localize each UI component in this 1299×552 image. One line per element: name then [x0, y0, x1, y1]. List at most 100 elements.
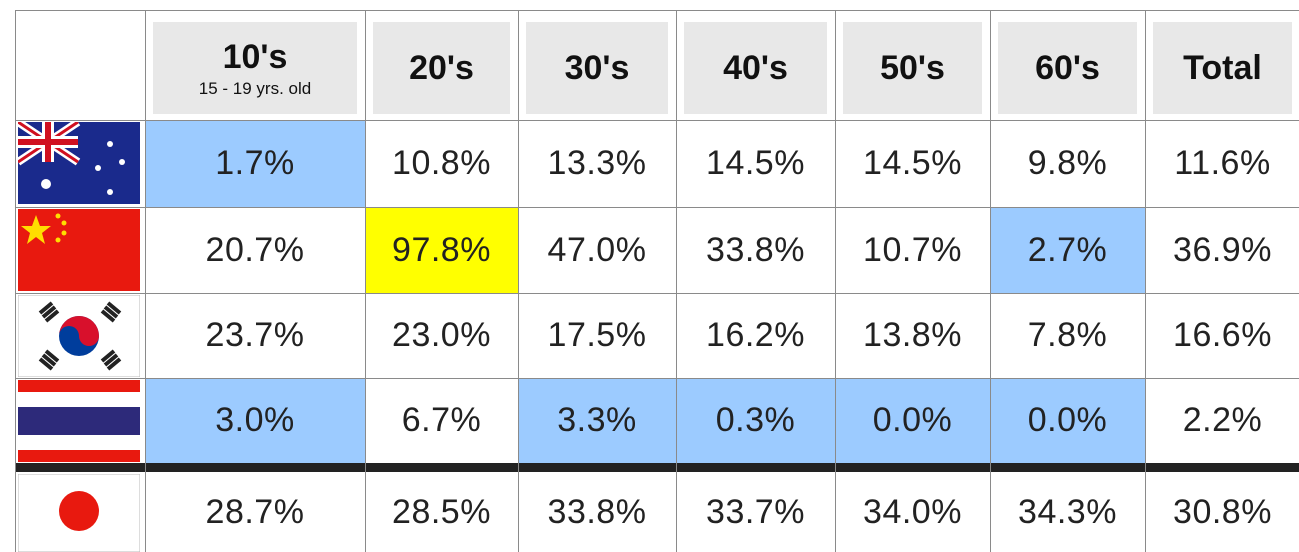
cell-value: 0.3%: [715, 401, 796, 439]
header-cell: 50's: [843, 22, 982, 114]
flag-japan: [18, 474, 140, 552]
data-cell: 14.5%: [676, 120, 835, 207]
flag-australia: [18, 122, 140, 204]
grid-line: [15, 378, 1299, 379]
data-cell: 0.0%: [835, 378, 990, 463]
data-cell: 33.7%: [676, 472, 835, 552]
data-cell: 13.8%: [835, 293, 990, 378]
cell-value: 9.8%: [1027, 144, 1108, 182]
cell-value: 23.0%: [392, 316, 491, 354]
grid-line: [518, 10, 519, 552]
cell-value: 33.7%: [706, 492, 805, 531]
data-cell: 17.5%: [518, 293, 676, 378]
data-cell: 16.2%: [676, 293, 835, 378]
header-label: 40's: [723, 48, 788, 87]
cell-value: 14.5%: [706, 144, 805, 182]
cell-value: 13.8%: [863, 316, 962, 354]
data-cell: 47.0%: [518, 207, 676, 293]
cell-value: 14.5%: [863, 144, 962, 182]
cell-value: 20.7%: [205, 230, 305, 269]
cell-value: 33.8%: [706, 230, 805, 269]
flag-thailand: [18, 380, 140, 462]
data-cell: 3.3%: [518, 378, 676, 463]
header-label: 60's: [1035, 48, 1100, 87]
data-cell: 10.7%: [835, 207, 990, 293]
cell-value: 2.7%: [1027, 230, 1108, 269]
cell-value: 1.7%: [215, 144, 295, 182]
cell-value: 3.0%: [215, 401, 295, 439]
grid-line: [365, 10, 366, 552]
flag-china: [18, 209, 140, 291]
data-cell: 0.3%: [676, 378, 835, 463]
grid-line: [145, 10, 146, 552]
cell-value: 16.6%: [1173, 316, 1272, 354]
cell-value: 3.3%: [557, 401, 637, 439]
header-label: 20's: [409, 48, 474, 87]
data-cell: 2.7%: [990, 207, 1145, 293]
cell-value: 13.3%: [547, 144, 647, 182]
header-cell: 10's 15 - 19 yrs. old: [153, 22, 357, 114]
header-cell: 20's: [373, 22, 510, 114]
cell-value: 17.5%: [547, 316, 647, 354]
data-cell: 33.8%: [518, 472, 676, 552]
data-cell: 1.7%: [145, 120, 365, 207]
grid-line: [15, 207, 1299, 208]
cell-value: 34.3%: [1018, 492, 1117, 531]
cell-value: 30.8%: [1173, 492, 1272, 531]
grid-line: [835, 10, 836, 552]
cell-value: 10.7%: [863, 230, 962, 269]
data-cell: 36.9%: [1145, 207, 1299, 293]
header-cell: 40's: [684, 22, 827, 114]
cell-value: 16.2%: [706, 316, 805, 354]
header-cell: Total: [1153, 22, 1292, 114]
data-cell: 30.8%: [1145, 472, 1299, 552]
data-cell: 3.0%: [145, 378, 365, 463]
header-label: 30's: [564, 48, 630, 87]
data-cell: 16.6%: [1145, 293, 1299, 378]
cell-value: 0.0%: [872, 401, 953, 439]
data-cell: 28.5%: [365, 472, 518, 552]
cell-value: 33.8%: [547, 492, 647, 531]
grid-line: [1145, 10, 1146, 552]
cell-value: 28.5%: [392, 492, 491, 531]
grid-line: [15, 120, 1299, 121]
cell-value: 34.0%: [863, 492, 962, 531]
grid-line: [676, 10, 677, 552]
cell-value: 10.8%: [392, 144, 491, 182]
data-cell: 9.8%: [990, 120, 1145, 207]
cell-value: 23.7%: [205, 316, 305, 354]
grid-line: [15, 10, 16, 552]
data-cell: 34.3%: [990, 472, 1145, 552]
data-cell: 2.2%: [1145, 378, 1299, 463]
data-cell: 13.3%: [518, 120, 676, 207]
flag-korea: [18, 295, 140, 377]
cell-value: 2.2%: [1182, 401, 1263, 439]
header-label: 10's: [222, 37, 288, 76]
data-cell: 14.5%: [835, 120, 990, 207]
cell-value: 97.8%: [392, 230, 491, 269]
header-cell: 60's: [998, 22, 1137, 114]
data-cell: 34.0%: [835, 472, 990, 552]
data-cell: 7.8%: [990, 293, 1145, 378]
header-label: Total: [1183, 48, 1262, 87]
cell-value: 0.0%: [1027, 401, 1108, 439]
cell-value: 6.7%: [401, 401, 482, 439]
cell-value: 7.8%: [1027, 316, 1108, 354]
data-cell: 10.8%: [365, 120, 518, 207]
cell-value: 47.0%: [547, 230, 647, 269]
grid-line: [990, 10, 991, 552]
cell-value: 28.7%: [205, 492, 305, 531]
data-cell: 6.7%: [365, 378, 518, 463]
cell-value: 11.6%: [1174, 144, 1271, 182]
data-cell: 0.0%: [990, 378, 1145, 463]
cell-value: 36.9%: [1173, 230, 1272, 269]
header-cell: 30's: [526, 22, 668, 114]
data-cell: 28.7%: [145, 472, 365, 552]
data-cell: 20.7%: [145, 207, 365, 293]
grid-line: [15, 10, 1299, 11]
data-cell: 33.8%: [676, 207, 835, 293]
grid-line: [15, 293, 1299, 294]
data-cell: 23.0%: [365, 293, 518, 378]
grid-line: [15, 463, 1299, 472]
